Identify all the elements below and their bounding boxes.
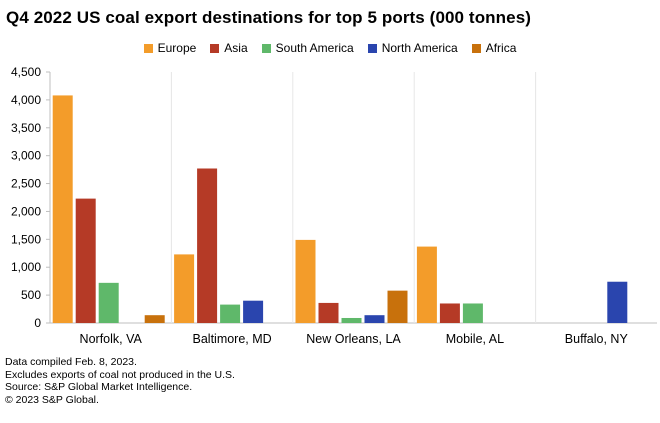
- bar-new-orleans-la-africa: [387, 290, 408, 323]
- bar-baltimore-md-europe: [174, 254, 195, 323]
- y-tick-label: 3,500: [11, 121, 41, 135]
- footnote-source: Source: S&P Global Market Intelligence.: [5, 381, 193, 394]
- bar-new-orleans-la-south-america: [341, 317, 362, 323]
- bar-baltimore-md-south-america: [220, 304, 241, 323]
- bar-norfolk-va-africa: [144, 315, 165, 323]
- legend-label-asia: Asia: [224, 41, 248, 55]
- x-tick-label: New Orleans, LA: [306, 332, 401, 346]
- x-tick-label: Buffalo, NY: [565, 332, 629, 346]
- bar-mobile-al-south-america: [462, 303, 483, 323]
- legend-swatch-south-america: [261, 43, 271, 53]
- y-tick-label: 4,500: [11, 65, 41, 79]
- bar-baltimore-md-north-america: [243, 300, 264, 323]
- legend-swatch-africa: [471, 43, 481, 53]
- y-tick-label: 2,500: [11, 177, 41, 191]
- bar-new-orleans-la-europe: [295, 239, 316, 323]
- footnote-date: Data compiled Feb. 8, 2023.: [5, 356, 137, 368]
- x-tick-label: Norfolk, VA: [80, 332, 143, 346]
- legend-item-asia: Asia: [210, 41, 248, 55]
- y-tick-label: 1,000: [11, 260, 41, 274]
- chart-title: Q4 2022 US coal export destinations for …: [6, 8, 532, 27]
- y-tick-label: 0: [34, 316, 41, 330]
- bar-norfolk-va-europe: [52, 95, 73, 323]
- x-tick-label: Mobile, AL: [446, 332, 504, 346]
- legend-swatch-europe: [143, 43, 153, 53]
- bar-norfolk-va-asia: [75, 198, 96, 323]
- legend-item-africa: Africa: [471, 41, 517, 55]
- legend-swatch-asia: [210, 43, 220, 53]
- y-tick-label: 3,000: [11, 149, 41, 163]
- bar-baltimore-md-asia: [197, 168, 218, 323]
- legend-label-south-america: South America: [275, 41, 354, 55]
- x-tick-label: Baltimore, MD: [193, 332, 272, 346]
- legend-item-europe: Europe: [143, 41, 197, 55]
- bar-mobile-al-asia: [439, 303, 460, 323]
- bar-new-orleans-la-north-america: [364, 315, 385, 323]
- legend-item-south-america: South America: [261, 41, 354, 55]
- legend-item-north-america: North America: [367, 41, 458, 55]
- footnote-copyright: © 2023 S&P Global.: [5, 394, 99, 407]
- y-tick-label: 2,000: [11, 204, 41, 218]
- bar-norfolk-va-south-america: [98, 282, 119, 323]
- y-tick-label: 1,500: [11, 232, 41, 246]
- bar-buffalo-ny-north-america: [607, 281, 628, 323]
- bar-new-orleans-la-asia: [318, 302, 339, 323]
- y-tick-label: 4,000: [11, 93, 41, 107]
- footnote-exclusion: Excludes exports of coal not produced in…: [5, 368, 235, 381]
- footnotes: Data compiled Feb. 8, 2023. Excludes exp…: [5, 356, 235, 407]
- legend-label-africa: Africa: [485, 41, 517, 55]
- y-tick-label: 500: [21, 288, 41, 302]
- legend-swatch-north-america: [367, 43, 377, 53]
- legend-label-north-america: North America: [381, 41, 458, 55]
- chart-legend: Europe Asia South America North America …: [0, 41, 660, 55]
- legend-label-europe: Europe: [157, 41, 197, 55]
- bar-mobile-al-europe: [416, 246, 437, 323]
